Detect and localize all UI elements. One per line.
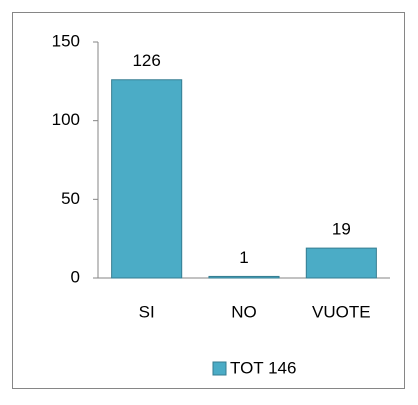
x-tick-label: NO [231, 302, 257, 321]
chart-border [12, 12, 405, 389]
legend-label: TOT 146 [230, 358, 296, 377]
y-tick-label: 150 [52, 31, 80, 50]
bar [305, 247, 377, 279]
bar [208, 275, 280, 279]
data-label: 19 [332, 220, 351, 239]
data-label: 1 [239, 248, 248, 267]
x-tick-label: VUOTE [312, 302, 371, 321]
legend-swatch [212, 361, 227, 376]
x-tick-label: SI [139, 302, 155, 321]
bar [111, 79, 183, 279]
y-tick-label: 50 [61, 189, 80, 208]
data-label: 126 [132, 51, 160, 70]
y-tick-label: 100 [52, 110, 80, 129]
y-tick-label: 0 [71, 267, 80, 286]
